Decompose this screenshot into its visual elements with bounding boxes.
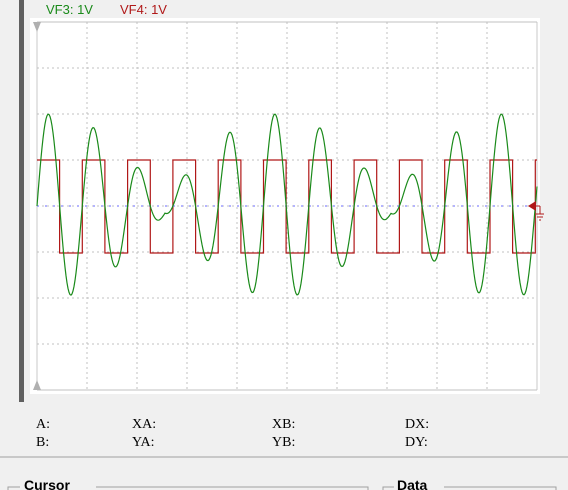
group-title: Cursor — [24, 477, 70, 490]
left-bar — [19, 0, 24, 402]
channel-label: VF3: 1V — [46, 2, 93, 17]
readout-label: YB: — [272, 435, 295, 450]
data-box — [382, 486, 557, 490]
readout-label: A: — [36, 417, 50, 432]
readout-label: DY: — [405, 435, 428, 450]
bottom-marker — [33, 380, 41, 390]
readout-label: XB: — [272, 417, 295, 432]
cursor-box — [7, 486, 369, 490]
group-title: Data — [397, 477, 428, 490]
ground-marker — [528, 201, 536, 211]
channel-label: VF4: 1V — [120, 2, 167, 17]
readout-label: B: — [36, 435, 49, 450]
readout-label: DX: — [405, 417, 429, 432]
top-marker — [33, 22, 41, 32]
readout-label: YA: — [132, 435, 155, 450]
readouts: A: XA: XB: DX: B: YA: YB: DY: — [36, 417, 429, 450]
sine-wave — [36, 113, 538, 296]
readout-label: XA: — [132, 417, 156, 432]
ground-icon — [536, 205, 544, 221]
